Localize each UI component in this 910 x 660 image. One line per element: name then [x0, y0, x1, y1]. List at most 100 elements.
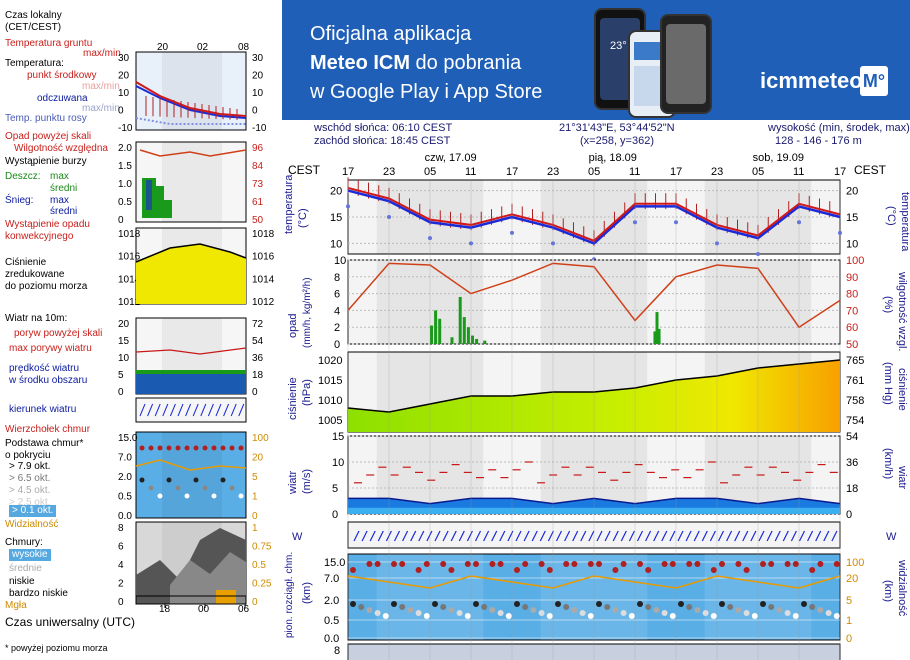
legend-cl-tr-0: 1 — [252, 523, 258, 534]
legend-dir-frame — [135, 397, 247, 423]
legend-fog: Mgła — [5, 600, 27, 611]
brand-badge: M° — [860, 66, 888, 96]
legend-utc-00: 00 — [198, 604, 210, 615]
cloud-top-18 — [497, 561, 504, 567]
legend-cloud-base-10 — [229, 485, 235, 491]
wind-arrow-54 — [790, 530, 797, 542]
legend-cloud-tl-4: 0.0 — [118, 511, 132, 522]
cloud-base-31 — [604, 604, 611, 610]
legend-dir-arrow-2 — [154, 403, 161, 417]
cloud-base-27 — [571, 607, 578, 613]
cloud-base-54 — [792, 613, 799, 619]
temp-dew-point-3 — [469, 241, 473, 246]
cloud-label-right: widzialność — [896, 559, 908, 617]
cloud-top-57 — [817, 561, 824, 567]
wind-arrow-56 — [807, 530, 814, 542]
precip-tick-left-4: 2 — [334, 322, 340, 334]
press-tick-left-3: 1005 — [318, 415, 342, 427]
cloud-top-50 — [760, 561, 766, 567]
legend-very-low: bardzo niskie — [9, 588, 68, 599]
cloud-top-14 — [464, 561, 471, 567]
legend-time-local: Czas lokalny (CET/CEST) — [5, 10, 62, 33]
phone-temp: 23° — [610, 40, 627, 52]
precip-tick-left-2: 6 — [334, 289, 340, 301]
legend-ground-maxmin: max/min — [83, 48, 121, 59]
wind-arrow-42 — [693, 530, 700, 542]
cloud-base-9 — [423, 613, 430, 619]
legend-dew-line — [135, 117, 246, 125]
cloud-top-59 — [833, 561, 840, 567]
precip-bar-5 — [462, 317, 466, 344]
legend-wind-mean: prędkość wiatru w środku obszaru — [9, 363, 88, 386]
legend-footnote: * powyżej poziomu morza — [5, 643, 108, 653]
wind-arrow-14 — [466, 530, 473, 542]
wind-arrow-48 — [742, 530, 749, 542]
cloud-top-0 — [350, 567, 356, 573]
legend-visibility: Widzialność — [5, 519, 59, 530]
wind-arrow-1 — [361, 530, 368, 542]
legend-cloud-base-9 — [220, 477, 226, 483]
cloud-top-11 — [440, 561, 447, 567]
legend-utc: Czas uniwersalny (UTC) — [5, 615, 136, 629]
cloud-top-29 — [587, 561, 594, 567]
temp-label-left: temperatura — [283, 174, 295, 234]
press-tick-left-0: 1020 — [318, 355, 342, 367]
legend-cloud-base-1 — [148, 485, 154, 491]
legend-cloud-top-0 — [139, 445, 145, 451]
legend-cloud-top-1 — [148, 445, 154, 451]
cloud-base-24 — [546, 613, 553, 619]
cloud-base-36 — [645, 604, 652, 610]
cloud-base-43 — [702, 610, 709, 616]
legend-temp-tl-0: 30 — [118, 53, 130, 64]
legend-storm: Wystąpienie burzy — [5, 156, 87, 167]
legend-cloud-tl-2: 2.0 — [118, 472, 132, 483]
cloud-base-30 — [596, 601, 602, 607]
wind-arrow-55 — [798, 530, 806, 542]
precip-label-right: wilgotność wzgl. — [896, 271, 908, 351]
temp-dew-point-5 — [551, 241, 555, 246]
legend-cloud-tr-4: 0 — [252, 511, 258, 522]
legend-cloud-tl-3: 0.5 — [118, 492, 132, 503]
legend-mid-maxmin: max/min — [82, 81, 120, 92]
legend-dir-arrow-3 — [162, 403, 169, 417]
wind-label-right: wiatr — [896, 465, 908, 490]
cloud-base-3 — [374, 610, 381, 616]
legend-vis-line — [135, 459, 247, 471]
legend-pressure: Ciśnienie zredukowane do poziomu morza — [5, 257, 88, 292]
banner-line3: w Google Play i App Store — [310, 81, 543, 103]
cloud-unit-left: (km) — [301, 582, 313, 604]
axis-cest-right: CEST — [854, 163, 887, 177]
temp-dew-point-2 — [428, 236, 432, 241]
cloud-base-19 — [505, 613, 512, 619]
temp-tick-right-0: 20 — [846, 186, 858, 198]
legend-temp-line-blue — [135, 85, 247, 119]
legend-dir-arrow-4 — [169, 403, 176, 417]
cloud-tick-left-2: 2.0 — [324, 595, 339, 607]
legend-cloud-top-8 — [211, 445, 217, 451]
cloud-top-44 — [710, 567, 717, 573]
wind-tick-right-3: 0 — [846, 509, 852, 521]
legend-temp-tl-1: 20 — [118, 71, 130, 82]
wind-arrow-2 — [369, 530, 376, 542]
precip-unit-left: (mm/h, kg/m²/h) — [302, 277, 313, 348]
legend-wind-tr-1: 54 — [252, 336, 264, 347]
press-tick-left-2: 1010 — [318, 395, 342, 407]
cloud-top-53 — [784, 561, 791, 567]
temp-dew-point-9 — [715, 241, 719, 246]
cloud-top-39 — [669, 561, 676, 567]
axis-day-1: pią, 18.09 — [589, 152, 637, 164]
cloud-base-59 — [833, 613, 840, 619]
cloud-base-13 — [456, 610, 463, 616]
legend-cloud-base-7 — [202, 485, 208, 491]
wind-arrow-59 — [831, 530, 838, 542]
legend-okt1: > 7.9 okt. — [9, 461, 51, 472]
legend-hum-tr-0: 96 — [252, 143, 264, 154]
cloud-label-left: pion. rozciągł. chm. — [284, 552, 295, 638]
legend-dir-arrow-12 — [230, 403, 237, 417]
axis-day-0: czw, 17.09 — [425, 152, 477, 164]
legend-press-line — [135, 243, 247, 263]
cloud-base-51 — [768, 604, 775, 610]
legend-wind-area — [136, 372, 246, 394]
axis-hour-10: 05 — [752, 166, 764, 178]
app-banner[interactable]: Oficjalna aplikacja Meteo ICM do pobrani… — [282, 0, 910, 120]
